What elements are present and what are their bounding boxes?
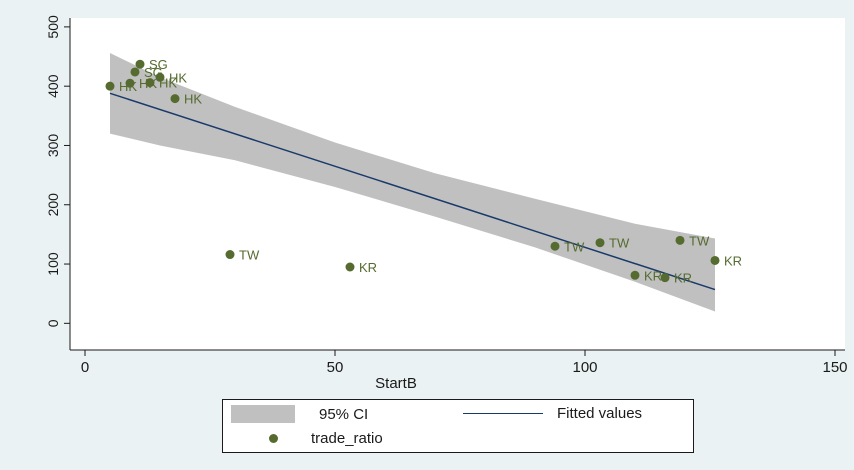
data-point (225, 250, 235, 260)
x-tick-label: 50 (327, 359, 344, 376)
legend-ci-label: 95% CI (319, 405, 369, 423)
data-point (595, 238, 605, 248)
point-label: TW (564, 239, 585, 254)
point-label: TW (239, 248, 260, 263)
point-label: HK (184, 92, 202, 107)
fitted-line-layer (109, 92, 716, 291)
data-point (345, 262, 355, 272)
y-tick-label: 300 (45, 134, 61, 158)
legend-item-ci: 95% CI (231, 405, 368, 423)
x-tick-label: 150 (822, 359, 847, 376)
y-tick-label: 400 (45, 74, 61, 98)
axes: 0 100 200 300 400 500 0 50 100 150 (45, 15, 848, 376)
point-label: SG (149, 57, 168, 72)
legend-item-fit: Fitted values (463, 405, 642, 422)
data-point (675, 235, 685, 245)
legend-ci-swatch (231, 405, 295, 423)
point-label: KR (674, 271, 692, 286)
point-label: KR (724, 253, 742, 268)
ci-band (110, 53, 715, 312)
legend: 95% CI Fitted values trade_ratio (222, 399, 694, 453)
point-label: KR (359, 260, 377, 275)
point-label: TW (609, 236, 630, 251)
data-point (155, 72, 165, 82)
data-point (105, 81, 115, 91)
point-label: KR (644, 268, 662, 283)
y-tick-label: 500 (45, 15, 61, 39)
data-point (130, 67, 140, 77)
legend-fit-label: Fitted values (557, 405, 643, 422)
data-point (135, 59, 145, 69)
data-point (125, 78, 135, 88)
data-point (630, 270, 640, 280)
points-layer: HKHKSGSGHKHKHKTWKRTWTWKRKRTWKR (105, 57, 742, 286)
x-axis-label: StartB (375, 375, 417, 392)
y-tick-label: 200 (45, 193, 61, 217)
y-tick-label: 0 (45, 319, 61, 327)
legend-item-points: trade_ratio (269, 430, 383, 447)
data-point (710, 255, 720, 265)
legend-fit-swatch (463, 413, 543, 414)
data-point (550, 241, 560, 251)
y-tick-label: 100 (45, 252, 61, 276)
point-label: HK (169, 70, 187, 85)
ci-band-layer (110, 53, 715, 312)
fitted-line (109, 92, 716, 291)
legend-points-swatch (269, 434, 278, 443)
x-tick-label: 0 (81, 359, 89, 376)
legend-points-label: trade_ratio (311, 430, 383, 447)
x-tick-label: 100 (572, 359, 597, 376)
data-point (660, 273, 670, 283)
point-label: TW (689, 233, 710, 248)
data-point (170, 94, 180, 104)
data-point (145, 78, 155, 88)
